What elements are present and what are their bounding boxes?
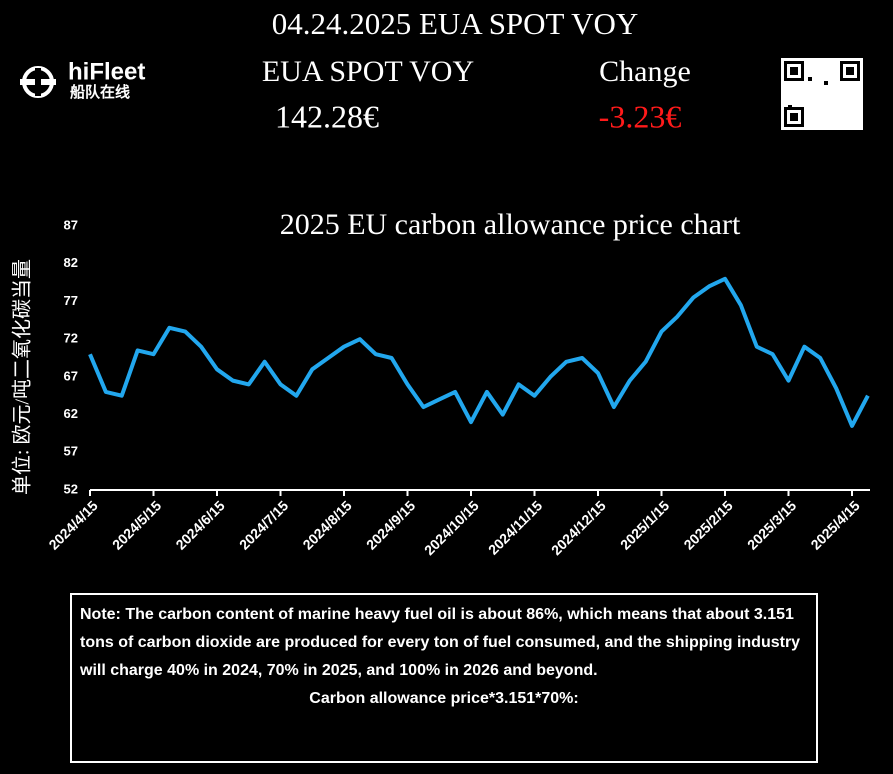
- y-tick-label: 52: [64, 481, 78, 496]
- note-formula: Carbon allowance price*3.151*70%:: [309, 690, 579, 707]
- x-tick-label: 2024/10/15: [421, 497, 482, 558]
- y-tick-label: 62: [64, 406, 78, 421]
- qr-cell: [808, 77, 812, 81]
- y-axis-label: 单位: 欧元/吨二氧化碳当量: [11, 259, 34, 495]
- x-tick-label: 2024/8/15: [299, 497, 355, 553]
- logo-icon: [35, 68, 41, 96]
- price-label: EUA SPOT VOY: [262, 55, 474, 88]
- y-tick-label: 67: [64, 368, 78, 383]
- x-tick-label: 2024/12/15: [548, 497, 609, 558]
- header-title: 04.24.2025 EUA SPOT VOY: [272, 6, 639, 41]
- logo: hiFleet 船队在线: [20, 58, 145, 101]
- qr-finder: [790, 67, 798, 75]
- x-tick-label: 2024/4/15: [45, 497, 101, 553]
- qr-code: [781, 58, 863, 130]
- y-tick-label: 87: [64, 217, 78, 232]
- y-tick-label: 77: [64, 293, 78, 308]
- x-tick-label: 2025/4/15: [807, 497, 863, 553]
- price: 142.28€: [275, 98, 379, 134]
- note-text: Note: The carbon content of marine heavy…: [80, 606, 801, 679]
- x-tick-label: 2024/5/15: [109, 497, 165, 553]
- x-tick-label: 2024/11/15: [485, 497, 545, 557]
- change: -3.23€: [599, 98, 682, 134]
- x-tick-label: 2025/2/15: [680, 497, 736, 553]
- logo-name: hiFleet: [68, 58, 145, 85]
- x-tick-label: 2025/1/15: [617, 497, 673, 553]
- y-tick-label: 72: [64, 331, 78, 346]
- qr-finder: [790, 113, 798, 121]
- x-tick-label: 2024/6/15: [172, 497, 228, 553]
- note: Note: The carbon content of marine heavy…: [70, 593, 818, 763]
- price-line: [88, 276, 870, 428]
- x-tick-label: 2025/3/15: [744, 497, 800, 553]
- qr-finder: [846, 67, 854, 75]
- y-tick-label: 57: [64, 444, 78, 459]
- y-tick-label: 82: [64, 255, 78, 270]
- x-tick-label: 2024/9/15: [363, 497, 419, 553]
- logo-subtitle: 船队在线: [70, 83, 130, 101]
- change-label: Change: [599, 55, 691, 88]
- chart-title: 2025 EU carbon allowance price chart: [280, 208, 741, 241]
- x-tick-label: 2024/7/15: [236, 497, 292, 553]
- qr-cell: [824, 81, 828, 85]
